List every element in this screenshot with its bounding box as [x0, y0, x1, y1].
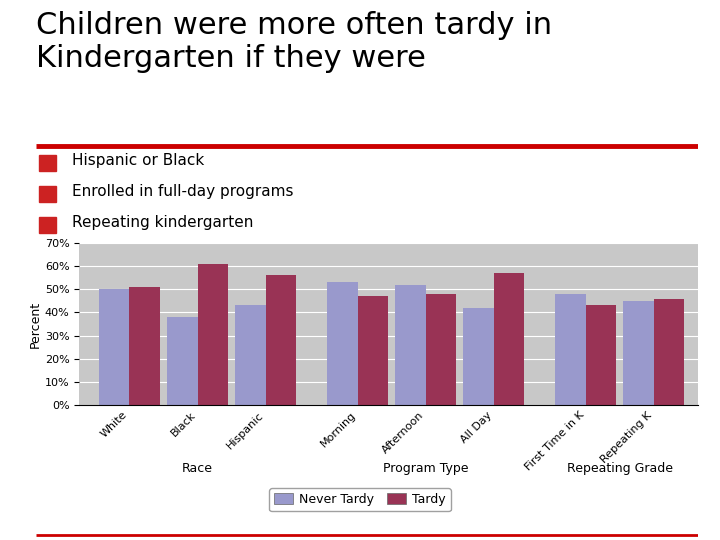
Bar — [327, 282, 358, 405]
Text: Program Type: Program Type — [383, 462, 469, 475]
Bar — [463, 308, 494, 405]
Y-axis label: Percent: Percent — [29, 300, 42, 348]
Bar — [395, 285, 426, 405]
Bar — [624, 301, 654, 405]
Bar — [426, 294, 456, 405]
Bar — [130, 287, 160, 405]
Text: Repeating Grade: Repeating Grade — [567, 462, 672, 475]
Legend: Never Tardy, Tardy: Never Tardy, Tardy — [269, 488, 451, 511]
Bar — [555, 294, 585, 405]
Text: Children were more often tardy in
Kindergarten if they were: Children were more often tardy in Kinder… — [36, 11, 552, 73]
Bar — [494, 273, 524, 405]
Bar — [167, 317, 197, 405]
Bar — [585, 306, 616, 405]
Text: Repeating kindergarten: Repeating kindergarten — [73, 215, 254, 230]
Bar — [235, 306, 266, 405]
FancyBboxPatch shape — [40, 155, 56, 171]
Text: Hispanic or Black: Hispanic or Black — [73, 153, 204, 167]
Text: Race: Race — [182, 462, 213, 475]
FancyBboxPatch shape — [40, 217, 56, 233]
Bar — [266, 275, 297, 405]
Bar — [358, 296, 388, 405]
FancyBboxPatch shape — [40, 186, 56, 202]
Bar — [654, 299, 685, 405]
Text: Enrolled in full-day programs: Enrolled in full-day programs — [73, 184, 294, 199]
Bar — [99, 289, 130, 405]
Bar — [197, 264, 228, 405]
